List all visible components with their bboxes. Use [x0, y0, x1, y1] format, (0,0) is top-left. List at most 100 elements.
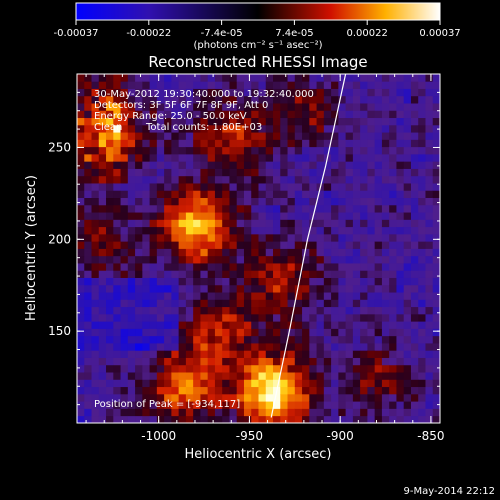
heatmap-cell	[193, 190, 201, 199]
heatmap-cell	[331, 226, 339, 235]
heatmap-cell	[251, 335, 259, 344]
heatmap-cell	[425, 408, 434, 417]
heatmap-cell	[185, 386, 194, 395]
heatmap-cell	[302, 364, 310, 373]
heatmap-cell	[84, 197, 92, 206]
heatmap-cell	[432, 219, 440, 228]
heatmap-cell	[251, 74, 259, 82]
heatmap-cell	[287, 372, 296, 380]
heatmap-cell	[432, 103, 440, 111]
heatmap-cell	[171, 183, 180, 191]
heatmap-cell	[316, 277, 325, 286]
heatmap-cell	[207, 81, 216, 89]
heatmap-cell	[156, 95, 165, 104]
heatmap-cell	[403, 270, 412, 278]
heatmap-cell	[135, 88, 143, 97]
heatmap-cell	[367, 241, 376, 249]
heatmap-cell	[185, 292, 194, 300]
heatmap-cell	[389, 204, 397, 213]
heatmap-cell	[193, 74, 201, 82]
heatmap-cell	[316, 146, 325, 155]
heatmap-cell	[84, 81, 92, 89]
heatmap-cell	[265, 401, 274, 409]
heatmap-cell	[243, 226, 252, 235]
heatmap-cell	[178, 401, 187, 409]
y-tick-label: 150	[48, 324, 71, 338]
heatmap-cell	[352, 350, 361, 358]
heatmap-cell	[251, 95, 259, 104]
heatmap-cell	[113, 153, 121, 162]
heatmap-cell	[374, 335, 383, 344]
heatmap-cell	[113, 88, 121, 97]
heatmap-cell	[127, 335, 136, 344]
heatmap-cell	[331, 190, 339, 199]
heatmap-cell	[91, 408, 100, 417]
heatmap-cell	[77, 161, 85, 169]
heatmap-cell	[345, 343, 354, 351]
heatmap-cell	[280, 197, 288, 206]
heatmap-cell	[294, 81, 303, 89]
x-axis-label: Heliocentric X (arcsec)	[185, 447, 332, 462]
heatmap-cell	[222, 343, 230, 351]
heatmap-cell	[106, 175, 114, 184]
heatmap-cell	[243, 95, 252, 104]
heatmap-cell	[135, 350, 143, 358]
heatmap-cell	[331, 110, 339, 119]
heatmap-cell	[338, 357, 347, 366]
heatmap-cell	[156, 233, 165, 242]
heatmap-cell	[207, 350, 216, 358]
heatmap-cell	[403, 183, 412, 191]
heatmap-cell	[222, 95, 230, 104]
heatmap-cell	[323, 299, 332, 308]
heatmap-cell	[77, 110, 85, 119]
heatmap-cell	[323, 263, 332, 271]
heatmap-cell	[258, 328, 267, 337]
heatmap-cell	[149, 103, 158, 111]
heatmap-cell	[84, 103, 92, 111]
heatmap-cell	[345, 277, 354, 286]
heatmap-cell	[127, 117, 136, 126]
heatmap-cell	[338, 292, 347, 300]
heatmap-cell	[98, 88, 107, 97]
heatmap-cell	[236, 357, 245, 366]
heatmap-cell	[418, 401, 426, 409]
heatmap-cell	[142, 248, 150, 257]
heatmap-cell	[410, 124, 419, 133]
heatmap-cell	[200, 248, 209, 257]
heatmap-cell	[273, 415, 281, 423]
heatmap-cell	[309, 241, 317, 249]
heatmap-cell	[98, 386, 107, 395]
heatmap-cell	[396, 175, 405, 184]
peak-position-text: Position of Peak = [-934,117]	[94, 399, 240, 410]
heatmap-cell	[265, 335, 274, 344]
heatmap-cell	[345, 270, 354, 278]
heatmap-cell	[316, 408, 325, 417]
heatmap-cell	[171, 292, 180, 300]
heatmap-cell	[113, 328, 121, 337]
heatmap-cell	[127, 401, 136, 409]
heatmap-cell	[345, 335, 354, 344]
heatmap-cell	[185, 284, 194, 293]
heatmap-cell	[280, 415, 288, 423]
heatmap-cell	[309, 132, 317, 140]
heatmap-cell	[236, 248, 245, 257]
heatmap-cell	[243, 292, 252, 300]
heatmap-cell	[396, 88, 405, 97]
heatmap-cell	[280, 161, 288, 169]
heatmap-cell	[164, 277, 172, 286]
heatmap-cell	[142, 263, 150, 271]
heatmap-cell	[185, 401, 194, 409]
heatmap-cell	[367, 401, 376, 409]
heatmap-cell	[120, 175, 129, 184]
heatmap-cell	[113, 335, 121, 344]
heatmap-cell	[251, 350, 259, 358]
heatmap-cell	[425, 292, 434, 300]
heatmap-cell	[294, 132, 303, 140]
heatmap-cell	[374, 379, 383, 388]
heatmap-cell	[142, 161, 150, 169]
heatmap-cell	[77, 379, 85, 388]
heatmap-cell	[410, 132, 419, 140]
heatmap-cell	[77, 408, 85, 417]
heatmap-cell	[316, 81, 325, 89]
heatmap-cell	[360, 299, 368, 308]
